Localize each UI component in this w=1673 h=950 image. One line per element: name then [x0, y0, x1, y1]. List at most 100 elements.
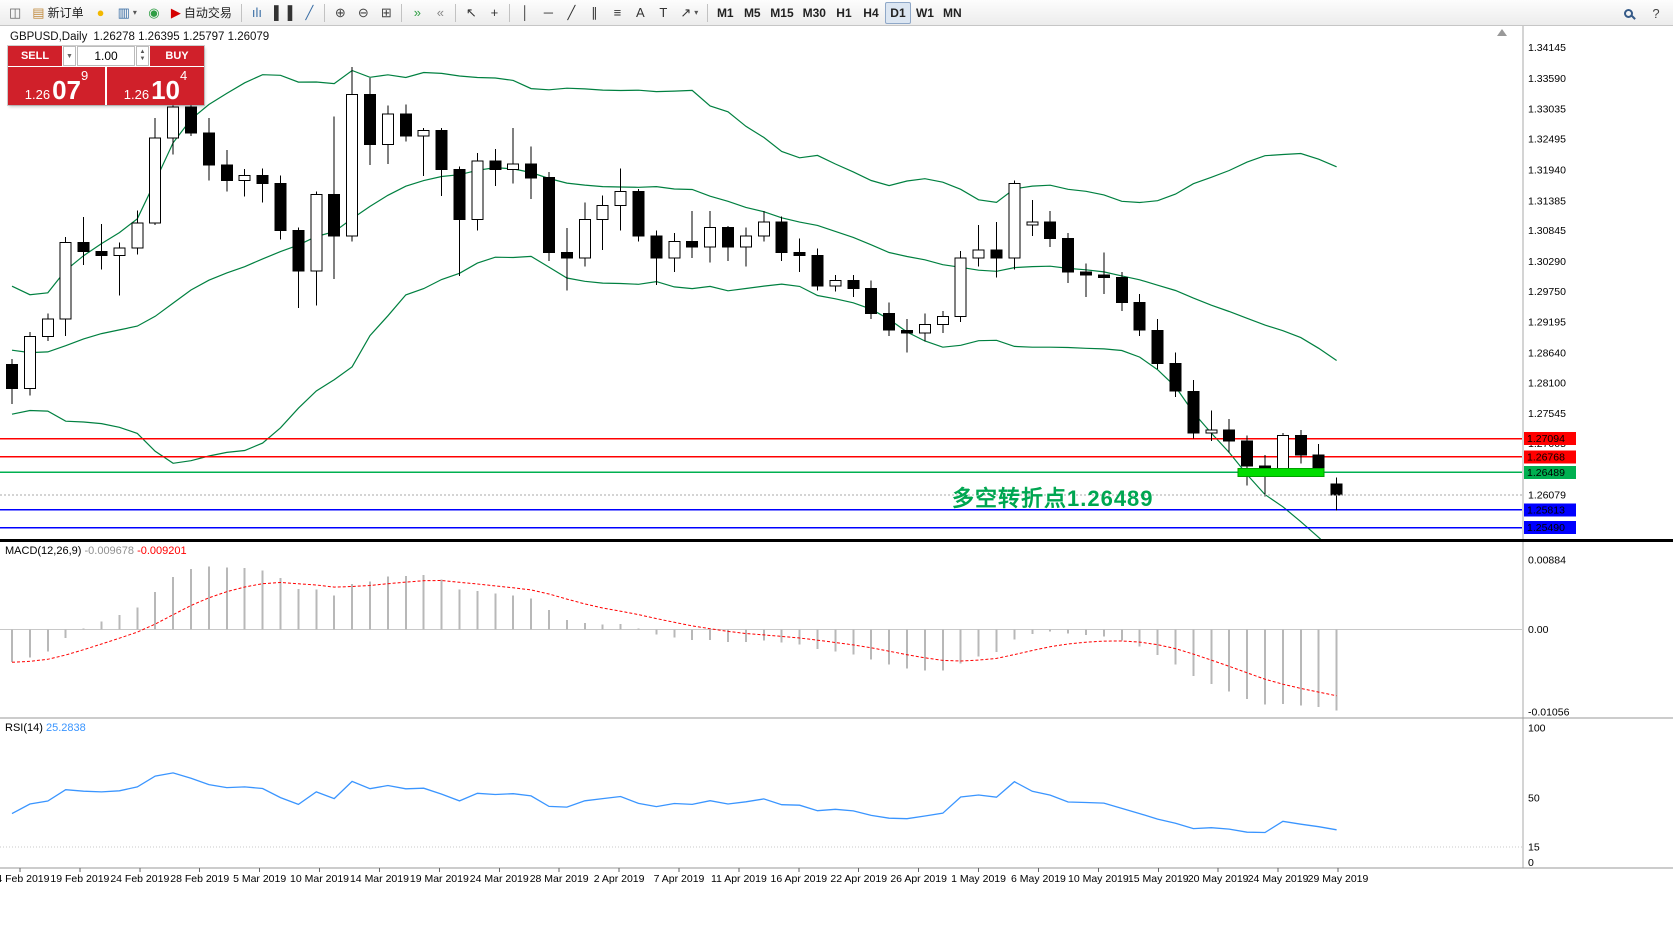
new-order-button-label: 新订单 — [47, 6, 84, 20]
rsi-axis-label: 50 — [1528, 793, 1540, 805]
toolbar-separator — [401, 3, 403, 22]
pane-separator[interactable] — [0, 539, 1673, 542]
macd-signal-line — [11, 579, 1337, 697]
volume-value: 1.00 — [94, 49, 118, 63]
timeframe-h1-label: H1 — [836, 5, 852, 20]
zoom-out-button[interactable]: ⊖ — [352, 2, 374, 24]
new-order-button[interactable]: ▤ 新订单 — [27, 2, 88, 24]
price-tag — [1524, 450, 1576, 464]
buy-price-pip: 4 — [180, 68, 188, 83]
channel-button[interactable]: ∥ — [583, 2, 605, 24]
price-tag-label: 1.26768 — [1527, 451, 1565, 463]
price-tag — [1524, 521, 1576, 535]
rsi-value: 25.2838 — [45, 722, 86, 734]
macd-axis-label: 0.00884 — [1528, 555, 1566, 567]
help-icon: ? — [1652, 5, 1660, 21]
date-axis-label: 26 Apr 2019 — [890, 873, 947, 885]
price-tag — [1524, 465, 1576, 479]
label-button[interactable]: T — [652, 2, 674, 24]
tile-windows-button[interactable]: ⊞ — [375, 2, 397, 24]
macd-name: MACD(12,26,9) — [5, 545, 82, 557]
date-axis-label: 15 May 2019 — [1128, 873, 1189, 885]
timeframe-m5[interactable]: M5 — [739, 2, 765, 24]
symbol-name: GBPUSD,Daily — [10, 31, 88, 43]
candles-chart-button[interactable]: ▌▐ — [269, 2, 297, 24]
price-axis-label: 1.33035 — [1528, 104, 1566, 116]
timeframe-m30-label: M30 — [802, 5, 826, 20]
price-axis-label: 1.30290 — [1528, 256, 1566, 268]
buy-price-button[interactable]: 1.26 10 4 — [107, 67, 204, 105]
chevron-down-icon: ▼ — [66, 52, 73, 60]
date-axis-label: 10 May 2019 — [1068, 873, 1129, 885]
date-axis-label: 2 Apr 2019 — [594, 873, 645, 885]
rsi-name: RSI(14) — [5, 722, 43, 734]
current-price-label: 1.26079 — [1528, 490, 1566, 502]
chart-title: GBPUSD,Daily 1.26278 1.26395 1.25797 1.26… — [10, 31, 269, 43]
date-axis-label: 1 May 2019 — [951, 873, 1006, 885]
new-chart-icon: ◫ — [9, 5, 22, 20]
timeframe-m1[interactable]: M1 — [712, 2, 738, 24]
search-button[interactable] — [1617, 2, 1639, 24]
autoscroll-button[interactable]: » — [406, 2, 428, 24]
volume-stepper[interactable]: ▲ ▼ — [136, 46, 149, 66]
trendline-button[interactable]: ╱ — [560, 2, 582, 24]
fibonacci-button[interactable]: ≡ — [606, 2, 628, 24]
price-axis-label: 1.29195 — [1528, 317, 1566, 329]
cursor-icon: ↖ — [465, 5, 477, 20]
favorites-button[interactable]: ● — [90, 2, 112, 24]
arrow-down-icon: ▼ — [139, 56, 146, 62]
new-chart-button[interactable]: ◫ — [4, 2, 26, 24]
volume-dropdown[interactable]: ▼ — [63, 46, 76, 66]
horizontal-line-icon: ─ — [543, 5, 553, 20]
chevron-down-icon: ▾ — [694, 8, 699, 17]
tile-windows-icon: ⊞ — [380, 5, 392, 20]
zoom-in-button[interactable]: ⊕ — [329, 2, 351, 24]
price-tag — [1524, 503, 1576, 517]
timeframe-mn[interactable]: MN — [939, 2, 966, 24]
sell-button[interactable]: SELL — [8, 46, 62, 66]
arrows-button[interactable]: ↗ ▾ — [675, 2, 703, 24]
date-axis-label: 14 Feb 2019 — [0, 873, 50, 885]
refresh-button[interactable]: ◉ — [143, 2, 165, 24]
search-icon — [1623, 8, 1633, 18]
timeframe-m15[interactable]: M15 — [766, 2, 797, 24]
date-axis-label: 24 Feb 2019 — [110, 873, 169, 885]
help-button[interactable]: ? — [1645, 2, 1667, 24]
timeframe-m15-label: M15 — [770, 5, 794, 20]
cursor-button[interactable]: ↖ — [460, 2, 482, 24]
autotrading-button[interactable]: ▶ 自动交易 — [166, 2, 237, 24]
timeframe-w1[interactable]: W1 — [912, 2, 938, 24]
rsi-indicator-label: RSI(14) 25.2838 — [5, 722, 86, 734]
vertical-line-button[interactable]: │ — [514, 2, 536, 24]
crosshair-button[interactable]: + — [483, 2, 505, 24]
sell-price-button[interactable]: 1.26 07 9 — [8, 67, 105, 105]
timeframe-d1[interactable]: D1 — [884, 1, 911, 24]
price-tag-label: 1.25813 — [1527, 504, 1565, 516]
chart-shift-icon: « — [436, 5, 444, 20]
chart-shift-button[interactable]: « — [429, 2, 451, 24]
bars-chart-button[interactable]: ılı — [246, 2, 268, 24]
charts-menu-button[interactable]: ▥ ▾ — [113, 2, 142, 24]
timeframe-m30[interactable]: M30 — [799, 2, 830, 24]
line-chart-button[interactable]: ╱ — [298, 2, 320, 24]
zoom-in-icon: ⊕ — [334, 5, 346, 20]
timeframe-h1[interactable]: H1 — [831, 2, 857, 24]
sell-price-pip: 9 — [81, 68, 89, 83]
vertical-line-icon: │ — [521, 5, 530, 20]
horizontal-line-button[interactable]: ─ — [537, 2, 559, 24]
text-button[interactable]: A — [629, 2, 651, 24]
sell-price-prefix: 1.26 — [24, 87, 51, 102]
buy-button[interactable]: BUY — [150, 46, 204, 66]
date-axis-label: 19 Feb 2019 — [50, 873, 109, 885]
green-zone-highlight[interactable] — [1237, 467, 1325, 477]
toolbar-separator — [455, 3, 457, 22]
timeframe-mn-label: MN — [942, 5, 962, 20]
volume-input[interactable]: 1.00 — [77, 46, 135, 66]
arrow-up-icon: ▲ — [139, 49, 146, 56]
timeframe-h4[interactable]: H4 — [858, 2, 884, 24]
turning-point-annotation[interactable]: 多空转折点1.26489 — [952, 486, 1154, 511]
date-axis-label: 6 May 2019 — [1011, 873, 1066, 885]
toolbar-separator — [240, 3, 242, 22]
bars-chart-icon: ılı — [251, 5, 262, 20]
